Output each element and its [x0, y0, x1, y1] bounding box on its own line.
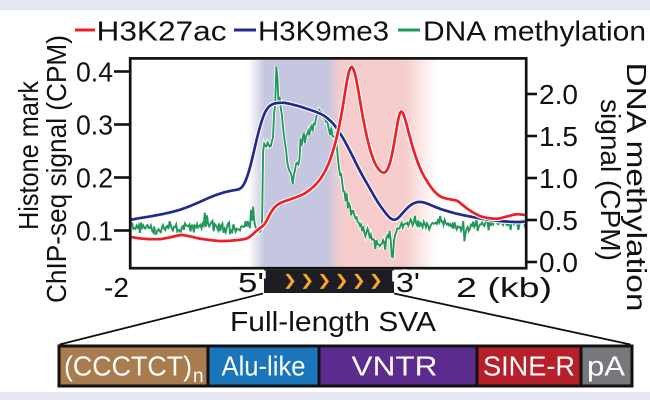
svg-text:0.0: 0.0: [539, 247, 578, 278]
svg-text:2 (kb): 2 (kb): [456, 272, 552, 303]
svg-text:Histone mark: Histone mark: [13, 80, 44, 230]
svg-text:0.1: 0.1: [76, 216, 113, 247]
svg-text:2.0: 2.0: [539, 79, 578, 110]
svg-text:-2: -2: [104, 272, 129, 303]
svg-text:0.4: 0.4: [76, 57, 113, 88]
svg-text:0.2: 0.2: [76, 163, 113, 194]
svg-text:SINE-R: SINE-R: [483, 351, 575, 382]
svg-text:ChIP-seq signal (CPM): ChIP-seq signal (CPM): [41, 35, 72, 303]
svg-text:n: n: [193, 366, 204, 387]
svg-text:1.0: 1.0: [539, 163, 578, 194]
svg-text:0.5: 0.5: [539, 205, 578, 236]
svg-text:Alu-like: Alu-like: [222, 351, 306, 382]
svg-text:H3K9me3: H3K9me3: [258, 16, 389, 47]
svg-text:1.5: 1.5: [539, 121, 578, 152]
svg-text:3': 3': [396, 267, 420, 298]
svg-text:signal (CPM): signal (CPM): [595, 99, 626, 261]
svg-text:pA: pA: [587, 351, 625, 382]
svg-text:5': 5': [238, 267, 264, 298]
svg-text:Full-length SVA: Full-length SVA: [230, 306, 436, 337]
svg-text:(CCCTCT): (CCCTCT): [64, 351, 192, 382]
svg-text:VNTR: VNTR: [352, 351, 438, 382]
svg-text:DNA methylation: DNA methylation: [423, 16, 646, 47]
svg-text:H3K27ac: H3K27ac: [97, 16, 227, 47]
svg-text:0.3: 0.3: [76, 110, 113, 141]
svg-text:DNA methylation: DNA methylation: [621, 63, 650, 312]
